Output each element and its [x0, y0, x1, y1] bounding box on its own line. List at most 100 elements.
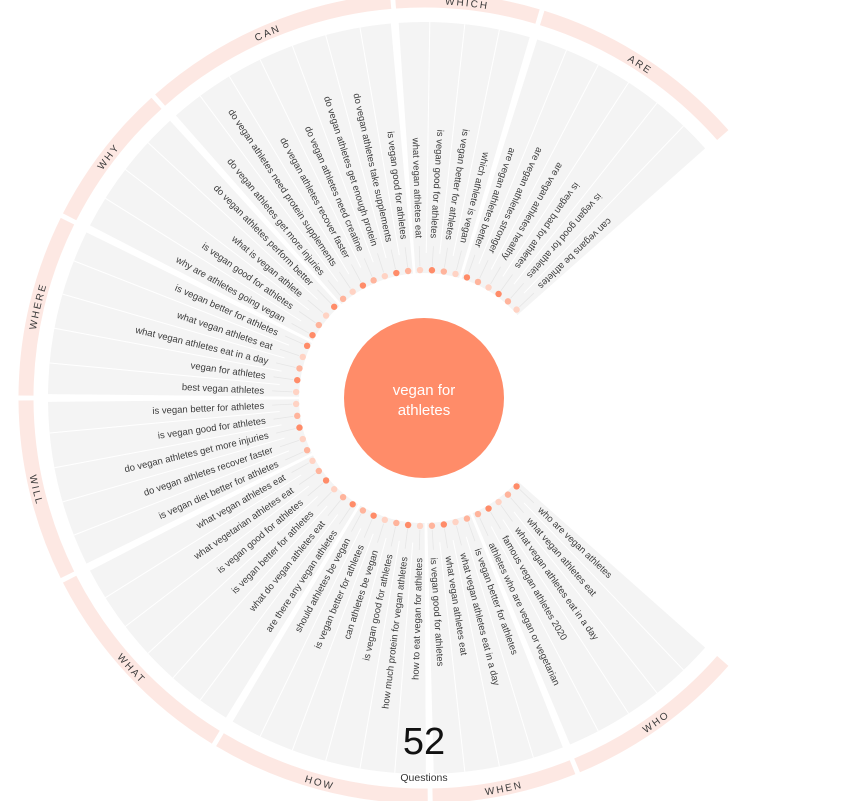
row-divider — [105, 197, 302, 322]
connector-line — [317, 491, 332, 507]
connector-line — [390, 526, 396, 547]
question-dot[interactable] — [315, 321, 323, 329]
question-item[interactable]: how to eat vegan for athletes — [411, 558, 426, 681]
ring-segment-are[interactable] — [539, 10, 729, 141]
question-dot[interactable] — [330, 303, 338, 310]
center-keyword-bubble[interactable] — [344, 318, 504, 478]
question-dot[interactable] — [495, 498, 502, 506]
question-dot[interactable] — [296, 365, 303, 372]
connector-line — [273, 376, 294, 380]
question-dot[interactable] — [416, 522, 424, 530]
connector-line — [377, 253, 384, 273]
question-dot[interactable] — [428, 522, 436, 529]
question-dot[interactable] — [513, 483, 520, 490]
row-divider — [199, 95, 339, 282]
ring-segment-can[interactable] — [155, 0, 392, 106]
question-dot[interactable] — [339, 295, 347, 303]
ring-segment-where[interactable] — [18, 217, 75, 396]
question-dot[interactable] — [359, 507, 367, 514]
question-dot[interactable] — [404, 521, 412, 529]
row-divider — [259, 528, 362, 737]
question-dot[interactable] — [440, 521, 448, 528]
question-dot[interactable] — [315, 467, 323, 475]
question-dot[interactable] — [416, 266, 424, 274]
row-divider — [513, 102, 658, 285]
question-dot[interactable] — [330, 486, 338, 493]
row-divider — [291, 533, 374, 751]
row-divider — [359, 540, 400, 769]
question-dot[interactable] — [440, 268, 448, 275]
row-divider — [465, 536, 534, 758]
question-dot[interactable] — [381, 516, 389, 524]
question-dot[interactable] — [504, 491, 512, 498]
question-item[interactable]: is vegan better for athletes — [152, 401, 265, 417]
question-dot[interactable] — [322, 477, 330, 484]
ring-segment-how[interactable] — [216, 733, 428, 801]
question-dot[interactable] — [495, 290, 502, 298]
question-dot[interactable] — [349, 501, 356, 508]
question-dot[interactable] — [309, 457, 316, 465]
question-dot[interactable] — [296, 424, 303, 431]
row-divider — [452, 29, 500, 257]
ring-segment-what[interactable] — [62, 575, 220, 744]
question-dot[interactable] — [309, 331, 316, 339]
question-dot[interactable] — [294, 412, 301, 420]
question-dot[interactable] — [292, 388, 300, 396]
question-dot[interactable] — [294, 376, 301, 384]
row-divider — [147, 496, 318, 654]
ring-segment-why[interactable] — [62, 97, 162, 221]
row-divider — [439, 24, 466, 254]
connector-line — [390, 249, 396, 270]
question-dot[interactable] — [322, 312, 330, 319]
question-dot[interactable] — [452, 270, 459, 278]
question-dot[interactable] — [504, 298, 512, 305]
row-divider — [199, 514, 339, 701]
question-dot[interactable] — [463, 515, 471, 522]
panel-where — [48, 232, 312, 397]
question-dot[interactable] — [463, 274, 471, 281]
connector-line — [431, 246, 434, 267]
panel-how — [232, 505, 426, 774]
question-dot[interactable] — [303, 446, 311, 454]
question-dot[interactable] — [299, 353, 306, 361]
connector-line — [510, 497, 524, 514]
connector-line — [276, 362, 296, 368]
question-dot[interactable] — [303, 342, 311, 350]
question-dot[interactable] — [452, 518, 459, 526]
question-dot[interactable] — [474, 510, 482, 518]
question-dot[interactable] — [292, 400, 300, 408]
question-dot[interactable] — [349, 288, 356, 295]
question-dot[interactable] — [393, 519, 400, 527]
ring-segment-who[interactable] — [574, 655, 729, 773]
connector-line — [490, 511, 502, 530]
question-item[interactable]: what vegan athletes eat — [410, 137, 424, 239]
row-divider — [62, 293, 285, 359]
question-dot[interactable] — [404, 267, 412, 275]
connector-line — [351, 513, 362, 532]
question-dot[interactable] — [474, 278, 482, 286]
question-item[interactable]: best vegan athletes — [182, 382, 265, 397]
ring-segment-will[interactable] — [18, 400, 75, 579]
connector-line — [307, 482, 324, 497]
connector-line — [285, 335, 304, 345]
question-dot[interactable] — [485, 284, 492, 291]
question-dot[interactable] — [370, 512, 377, 519]
question-dot[interactable] — [513, 306, 520, 313]
row-divider — [147, 142, 318, 300]
row-divider — [523, 502, 684, 671]
row-divider — [49, 411, 280, 434]
question-dot[interactable] — [381, 272, 389, 280]
question-dot[interactable] — [359, 282, 367, 289]
question-dot[interactable] — [370, 277, 377, 284]
row-divider — [523, 125, 684, 294]
question-dot[interactable] — [339, 493, 347, 501]
question-dot[interactable] — [485, 505, 492, 512]
question-dot[interactable] — [393, 269, 400, 277]
question-dot[interactable] — [428, 267, 436, 274]
ring-segment-when[interactable] — [432, 760, 576, 801]
question-dot[interactable] — [299, 435, 306, 443]
segment-label-which[interactable]: WHICH — [445, 0, 490, 12]
connector-line — [444, 247, 448, 268]
connector-line — [279, 439, 300, 448]
ring-segment-which[interactable] — [395, 0, 540, 24]
